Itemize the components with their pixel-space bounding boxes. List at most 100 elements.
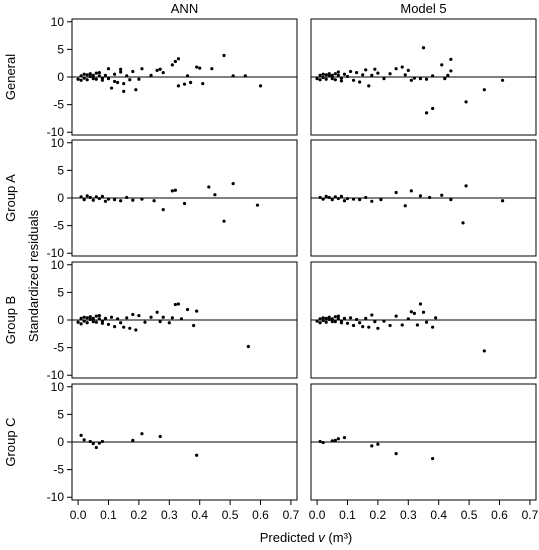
data-point	[179, 317, 184, 321]
data-point	[388, 323, 392, 328]
data-point	[330, 320, 334, 324]
panel	[310, 18, 537, 136]
data-point	[418, 302, 423, 306]
row-title: General	[3, 54, 18, 100]
data-point	[134, 88, 138, 92]
y-tick-label: 5	[57, 163, 64, 177]
data-point	[409, 310, 413, 314]
data-point	[140, 432, 144, 436]
data-point	[382, 77, 386, 81]
x-tick-label: 0.1	[100, 508, 117, 522]
data-point	[91, 73, 95, 77]
data-point	[85, 78, 89, 82]
data-point	[79, 322, 83, 326]
x-tick-label: 0.7	[522, 508, 539, 522]
data-point	[376, 326, 380, 330]
data-point	[161, 208, 165, 212]
data-point	[321, 75, 325, 80]
data-point	[424, 111, 429, 115]
data-point	[85, 194, 89, 198]
data-point	[131, 69, 135, 74]
data-point	[330, 73, 334, 77]
y-tick-label: 0	[57, 313, 64, 327]
data-point	[449, 57, 453, 61]
data-point	[500, 78, 505, 82]
data-point	[324, 73, 328, 77]
data-point	[116, 317, 120, 321]
data-point	[158, 434, 162, 439]
data-point	[449, 69, 453, 73]
data-point	[100, 439, 105, 444]
data-point	[348, 316, 353, 320]
data-point	[345, 196, 350, 201]
data-point	[370, 199, 374, 203]
data-point	[122, 325, 126, 329]
x-axis-label-text: Predicted	[260, 530, 319, 545]
data-point	[222, 53, 226, 58]
data-point	[321, 316, 325, 320]
data-point	[421, 310, 426, 314]
data-point	[106, 77, 111, 81]
data-point	[85, 321, 89, 325]
data-point	[88, 317, 92, 322]
data-point	[333, 195, 337, 199]
data-point	[333, 315, 337, 319]
data-point	[97, 74, 101, 78]
data-point	[152, 199, 156, 203]
data-point	[330, 317, 334, 321]
data-point	[149, 315, 153, 319]
data-point	[400, 65, 404, 69]
data-point	[195, 453, 199, 457]
data-point	[140, 67, 144, 71]
data-point	[213, 193, 217, 197]
data-point	[431, 74, 435, 78]
y-tick-label: 5	[57, 285, 64, 299]
data-point	[370, 444, 374, 448]
y-tick-label: -5	[53, 98, 64, 112]
column-title: Model 5	[400, 1, 446, 16]
data-point	[100, 78, 105, 82]
row-title: Group B	[3, 296, 18, 344]
data-point	[449, 198, 453, 202]
x-tick-label: 0.0	[70, 508, 87, 522]
data-point	[464, 184, 468, 188]
x-axis-label-unit: (m³)	[325, 530, 352, 545]
data-point	[158, 67, 162, 71]
data-point	[158, 320, 162, 324]
data-point	[82, 198, 86, 202]
data-point	[128, 78, 132, 82]
data-point	[400, 323, 404, 327]
data-point	[333, 78, 337, 82]
data-point	[424, 77, 429, 81]
data-point	[94, 314, 98, 318]
y-tick-label: -10	[47, 246, 65, 260]
data-point	[367, 325, 371, 329]
panel: -10 -5 0 5 10 0.0 0.1 0.2 0.3 0.4 0.5 0.6 0.7	[47, 380, 300, 522]
data-point	[167, 321, 171, 325]
y-tick-label: 0	[57, 435, 64, 449]
data-point	[409, 78, 413, 82]
data-point	[364, 195, 368, 200]
data-point	[330, 439, 334, 443]
data-point	[364, 316, 368, 320]
x-tick-label: 0.7	[283, 508, 300, 522]
data-point	[327, 74, 331, 78]
data-point	[345, 74, 350, 79]
data-point	[482, 88, 486, 92]
data-point	[373, 320, 377, 324]
data-point	[415, 323, 420, 327]
data-point	[182, 82, 187, 86]
y-tick-label: 10	[51, 136, 65, 150]
data-point	[327, 317, 331, 322]
data-point	[500, 199, 505, 203]
data-point	[192, 323, 196, 328]
data-point	[388, 72, 392, 76]
data-point	[155, 310, 159, 314]
y-tick-label: 0	[57, 70, 64, 84]
data-point	[82, 315, 86, 319]
x-tick-label: 0.5	[461, 508, 478, 522]
data-point	[333, 72, 337, 76]
data-point	[94, 320, 98, 324]
data-point	[88, 439, 92, 444]
